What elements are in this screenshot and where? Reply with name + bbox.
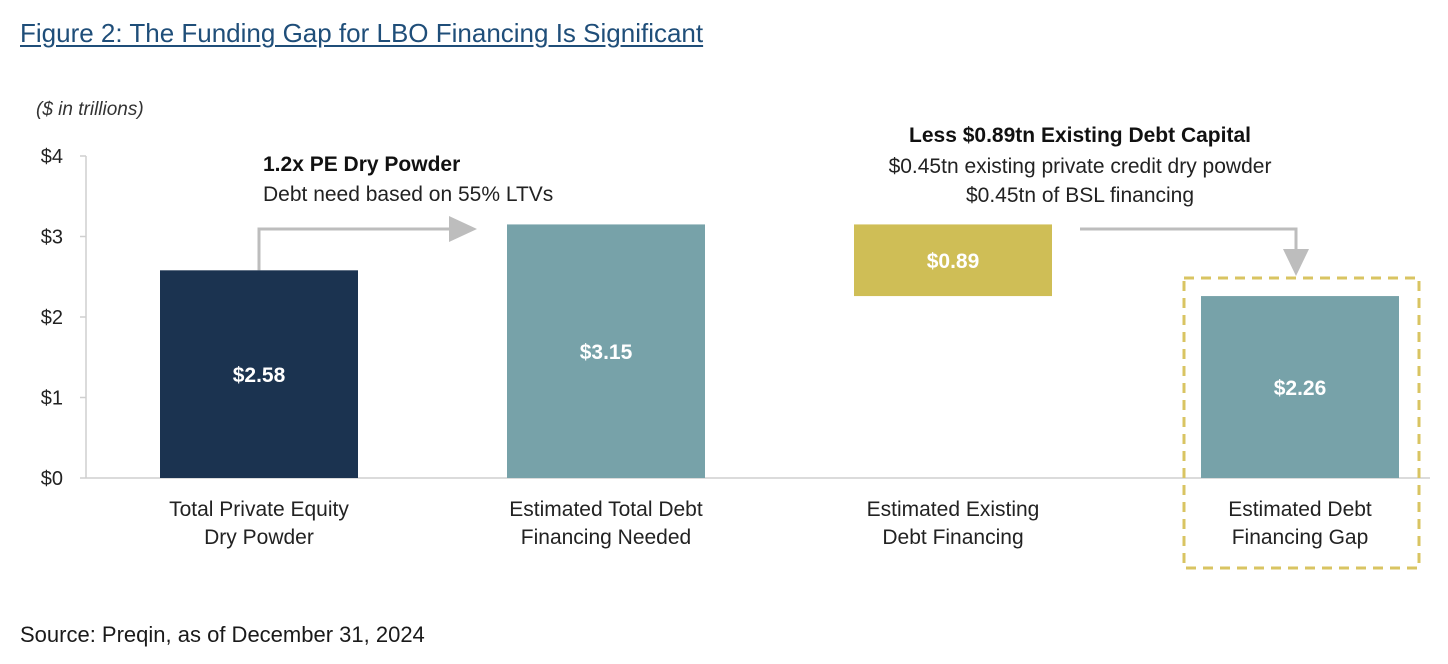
flow-arrows bbox=[257, 216, 1309, 276]
category-label: Estimated Debt bbox=[1228, 498, 1372, 521]
category-label: Estimated Existing bbox=[867, 498, 1040, 521]
category-label: Total Private Equity bbox=[169, 498, 349, 521]
gap-highlight-box bbox=[1182, 276, 1421, 570]
source-note: Source: Preqin, as of December 31, 2024 bbox=[20, 622, 425, 647]
annotation-left-title: 1.2x PE Dry Powder bbox=[263, 153, 460, 176]
bar bbox=[854, 224, 1052, 297]
bar bbox=[507, 224, 705, 478]
annotation-left-line: Debt need based on 55% LTVs bbox=[263, 183, 553, 206]
annotation-right-line: $0.45tn existing private credit dry powd… bbox=[889, 155, 1272, 178]
y-tick-label: $1 bbox=[41, 388, 63, 410]
y-tick-label: $4 bbox=[41, 146, 63, 168]
category-label: Estimated Total Debt bbox=[509, 498, 703, 521]
category-labels: Total Private Equity Dry Powder Estimated … bbox=[169, 498, 1372, 549]
figure-title[interactable]: Figure 2: The Funding Gap for LBO Financ… bbox=[20, 18, 704, 48]
unit-label: ($ in trillions) bbox=[36, 99, 144, 120]
annotation-right-title: Less $0.89tn Existing Debt Capital bbox=[909, 124, 1251, 147]
arrow-to-gap bbox=[1080, 227, 1298, 252]
bar-value-label: $2.58 bbox=[233, 364, 286, 387]
arrow-head-down bbox=[1283, 249, 1309, 276]
bar-value-label: $2.26 bbox=[1274, 377, 1327, 400]
category-label: Debt Financing bbox=[882, 526, 1023, 549]
chart: ($ in trillions) $0 $1 $2 $3 $4 $2.58 $3.15 $0… bbox=[36, 99, 1430, 570]
bar-value-label: $0.89 bbox=[927, 250, 980, 273]
bar-value-label: $3.15 bbox=[580, 341, 633, 364]
annotation-right-line: $0.45tn of BSL financing bbox=[966, 184, 1194, 207]
bar bbox=[160, 270, 358, 478]
arrow-to-total-debt bbox=[257, 227, 452, 271]
annotation-left: 1.2x PE Dry Powder Debt need based on 55… bbox=[263, 153, 553, 206]
bars: $2.58 $3.15 $0.89 $2.26 bbox=[160, 224, 1421, 570]
category-label: Financing Gap bbox=[1232, 526, 1369, 549]
category-label: Financing Needed bbox=[521, 526, 691, 549]
category-label: Dry Powder bbox=[204, 526, 314, 549]
bar bbox=[1201, 296, 1399, 478]
arrow-head-right bbox=[449, 216, 477, 242]
y-tick-label: $2 bbox=[41, 307, 63, 329]
annotation-right: Less $0.89tn Existing Debt Capital $0.45… bbox=[889, 124, 1272, 207]
y-tick-label: $0 bbox=[41, 468, 63, 490]
y-tick-label: $3 bbox=[41, 227, 63, 249]
